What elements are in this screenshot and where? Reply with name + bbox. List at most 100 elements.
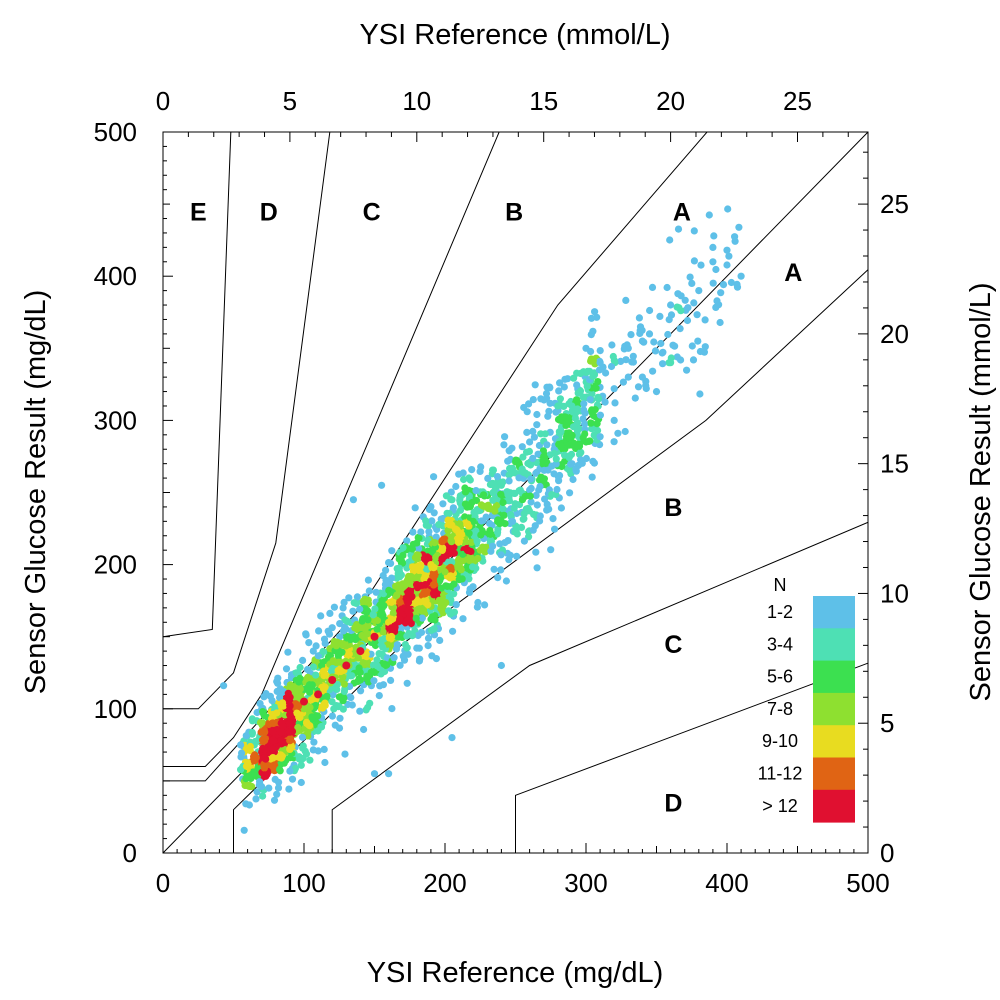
data-point (439, 500, 447, 508)
data-point (510, 504, 518, 512)
data-point-dense (260, 736, 269, 745)
data-point (638, 326, 646, 334)
data-point-dense (286, 736, 294, 745)
data-point (377, 636, 386, 644)
data-point (331, 721, 339, 729)
data-point-dense (345, 650, 353, 658)
data-point-dense (463, 520, 472, 528)
data-point (507, 510, 515, 519)
data-point (314, 712, 322, 720)
data-point (385, 586, 393, 595)
data-point (396, 661, 404, 669)
data-point-dense (438, 546, 447, 554)
data-point (304, 673, 312, 681)
data-point (424, 547, 432, 556)
data-point (667, 359, 675, 367)
data-point (532, 491, 540, 499)
data-point (501, 433, 509, 441)
data-point (340, 680, 348, 688)
data-point (373, 662, 381, 670)
data-point (576, 387, 585, 395)
data-point (590, 459, 599, 467)
data-point (611, 399, 619, 407)
data-point (401, 640, 409, 649)
data-point (705, 211, 713, 219)
data-point (320, 745, 328, 754)
data-point (614, 429, 622, 437)
data-point (500, 511, 508, 519)
data-point (588, 406, 596, 414)
data-point (238, 749, 246, 757)
data-point (266, 692, 274, 700)
data-point (439, 607, 447, 616)
data-point (588, 473, 596, 481)
data-point-dense (260, 771, 269, 779)
data-point (554, 473, 563, 481)
data-point (274, 674, 282, 682)
data-point-dense (429, 589, 438, 598)
data-point (572, 465, 580, 473)
data-point (310, 738, 318, 746)
data-point (395, 564, 403, 572)
data-point (536, 482, 544, 491)
data-point (494, 517, 502, 526)
data-point (465, 529, 473, 537)
data-point (697, 261, 705, 269)
data-point (577, 448, 585, 456)
data-point (515, 487, 523, 495)
data-point (638, 337, 647, 345)
data-point (294, 724, 302, 732)
data-point (669, 341, 677, 349)
data-point (595, 395, 603, 403)
data-point-dense (446, 572, 455, 580)
data-point (483, 503, 491, 511)
data-point (650, 338, 658, 346)
legend-label-5: 9-10 (762, 731, 798, 751)
data-point (541, 495, 549, 503)
data-point (540, 396, 548, 404)
data-point (526, 492, 534, 500)
data-point (379, 590, 388, 598)
data-point (712, 265, 720, 274)
data-point (332, 702, 340, 710)
data-point (385, 770, 393, 778)
data-point (341, 750, 349, 758)
data-point (638, 373, 647, 381)
x-tick-label-top: 10 (402, 86, 431, 116)
data-point (354, 654, 362, 662)
data-point (719, 281, 728, 289)
data-point (508, 444, 516, 452)
x-tick-label-bottom: 0 (156, 868, 170, 898)
data-point (299, 754, 307, 762)
y-tick-label-right: 15 (880, 449, 909, 479)
data-point (350, 599, 358, 607)
data-point (587, 331, 595, 339)
data-point (533, 501, 541, 509)
data-point (476, 546, 484, 554)
data-point (393, 591, 401, 599)
data-point (505, 471, 513, 479)
data-point-dense (387, 598, 396, 606)
data-point-dense (286, 728, 294, 736)
data-point (343, 617, 351, 626)
data-point (555, 387, 563, 395)
data-point (317, 612, 325, 620)
data-point (349, 496, 357, 504)
data-point (593, 313, 601, 321)
data-point (459, 615, 467, 623)
data-point (560, 383, 568, 391)
data-point (412, 614, 420, 623)
data-point (634, 383, 643, 391)
data-point (689, 356, 698, 364)
data-point (556, 379, 564, 387)
data-point (445, 509, 453, 518)
data-point (518, 465, 526, 473)
data-point (724, 205, 732, 213)
data-point-dense (269, 736, 277, 745)
data-point (356, 676, 365, 684)
data-point (373, 616, 382, 625)
data-point (568, 460, 576, 468)
x-tick-label-bottom: 500 (846, 868, 889, 898)
y-tick-label-left: 0 (123, 838, 137, 868)
data-point-dense (286, 719, 294, 727)
